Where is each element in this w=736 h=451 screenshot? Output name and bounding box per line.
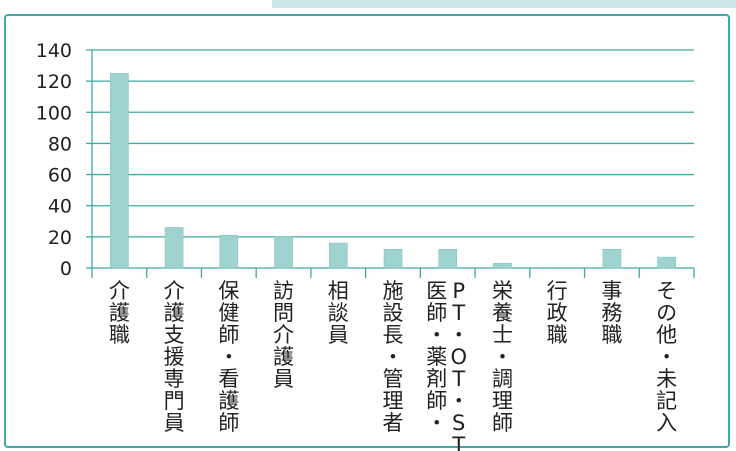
x-category-label: 医師・薬剤師・P T ・ O T ・ S T (426, 279, 469, 451)
y-tick-label: 60 (48, 165, 72, 187)
x-category-label: 介護職 (109, 279, 130, 347)
bar (383, 249, 403, 269)
bar (274, 236, 293, 269)
bar (110, 73, 129, 269)
y-tick-label: 0 (60, 258, 72, 280)
bar (164, 227, 184, 269)
x-category-label: 介護支援専門員 (164, 279, 185, 435)
y-tick-label: 100 (36, 102, 72, 124)
bar (438, 249, 458, 269)
x-category-label: 施設長・管理者 (383, 279, 404, 435)
x-category-label: 保健師・看護師 (218, 279, 239, 435)
x-category-label: 行政職 (547, 279, 568, 347)
x-category-label: 訪問介護員 (273, 279, 294, 391)
top-decorative-band (272, 0, 736, 8)
y-tick-label: 120 (36, 71, 72, 93)
x-category-label: 栄養士・調理師 (492, 279, 513, 435)
bar (602, 249, 622, 269)
bar (328, 242, 348, 269)
x-category-label: 事務職 (601, 279, 622, 347)
y-tick-label: 140 (36, 40, 72, 62)
bar (493, 263, 512, 269)
x-category-label: その他・未記入 (656, 279, 677, 435)
bar (219, 235, 239, 269)
x-category-label: 相談員 (328, 279, 349, 347)
y-tick-label: 20 (48, 227, 72, 249)
bar (657, 256, 676, 269)
y-tick-label: 80 (48, 133, 72, 155)
y-tick-label: 40 (48, 196, 72, 218)
